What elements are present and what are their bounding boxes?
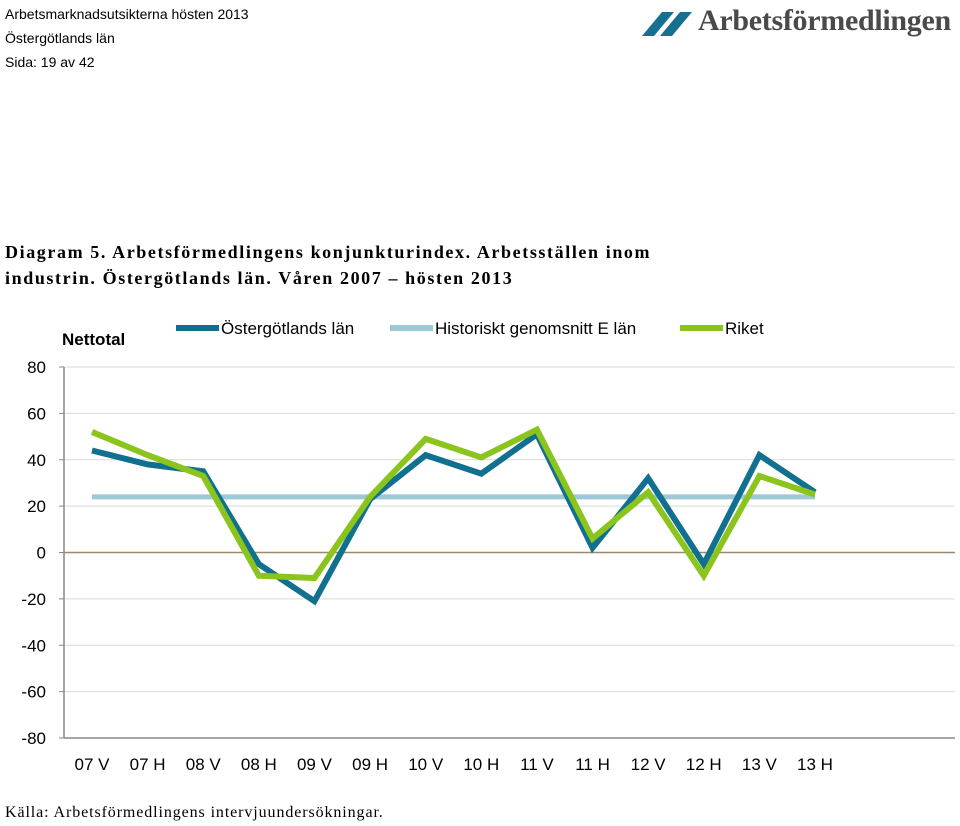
y-axis-label: Nettotal xyxy=(62,330,125,349)
x-tick-label: 08 H xyxy=(241,755,277,774)
x-tick-label: 09 V xyxy=(297,755,333,774)
logo-mark-icon xyxy=(642,12,692,36)
caption-line-1: Diagram 5. Arbetsförmedlingens konjunktu… xyxy=(5,242,652,262)
y-tick-label: -80 xyxy=(21,729,46,748)
logo-text: Arbetsförmedlingen xyxy=(698,4,951,37)
x-tick-label: 13 H xyxy=(797,755,833,774)
report-title: Arbetsmarknadsutsikterna hösten 2013 xyxy=(5,6,249,22)
page-number: Sida: 19 av 42 xyxy=(5,54,95,70)
y-tick-label: 80 xyxy=(27,358,46,377)
legend: Östergötlands län Historiskt genomsnitt E… xyxy=(176,319,764,338)
y-tick-label: -40 xyxy=(21,636,46,655)
legend-label: Östergötlands län xyxy=(221,319,354,338)
y-tick-label: -20 xyxy=(21,590,46,609)
x-tick-label: 07 H xyxy=(130,755,166,774)
legend-label: Historiskt genomsnitt E län xyxy=(435,319,636,338)
series-line-2 xyxy=(90,425,816,582)
caption-line-2: industrin. Östergötlands län. Våren 2007… xyxy=(5,268,514,288)
legend-label: Riket xyxy=(725,319,764,338)
y-tick-label: -60 xyxy=(21,683,46,702)
y-tick-label: 0 xyxy=(37,544,46,563)
region-name: Östergötlands län xyxy=(5,30,115,46)
x-tick-label: 13 V xyxy=(742,755,778,774)
x-tick-label: 07 V xyxy=(75,755,111,774)
y-tick-label: 40 xyxy=(27,451,46,470)
axes xyxy=(59,366,955,739)
x-tick-label: 10 H xyxy=(463,755,499,774)
x-tick-label: 11 V xyxy=(520,755,554,774)
x-tick-label: 08 V xyxy=(186,755,222,774)
y-tick-label: 20 xyxy=(27,497,46,516)
line-chart: 80 60 40 20 0 -20 -40 -60 -80 Nettotal 07 V 07 H 08 … xyxy=(21,319,955,774)
source-note: Källa: Arbetsförmedlingens intervjuunder… xyxy=(5,804,384,821)
y-tick-label: 60 xyxy=(27,404,46,423)
arbetsformedlingen-logo: Arbetsförmedlingen xyxy=(640,4,958,44)
x-tick-label: 12 H xyxy=(686,755,722,774)
x-tick-label: 09 H xyxy=(352,755,388,774)
x-tick-label: 12 V xyxy=(631,755,667,774)
x-tick-label: 11 H xyxy=(575,755,610,774)
tick-labels: 80 60 40 20 0 -20 -40 -60 -80 Nettotal 07 V 07 H 08 … xyxy=(21,330,833,774)
diagram-caption: Diagram 5. Arbetsförmedlingens konjunktu… xyxy=(5,239,945,291)
series-lines xyxy=(90,425,817,606)
x-tick-label: 10 V xyxy=(408,755,444,774)
